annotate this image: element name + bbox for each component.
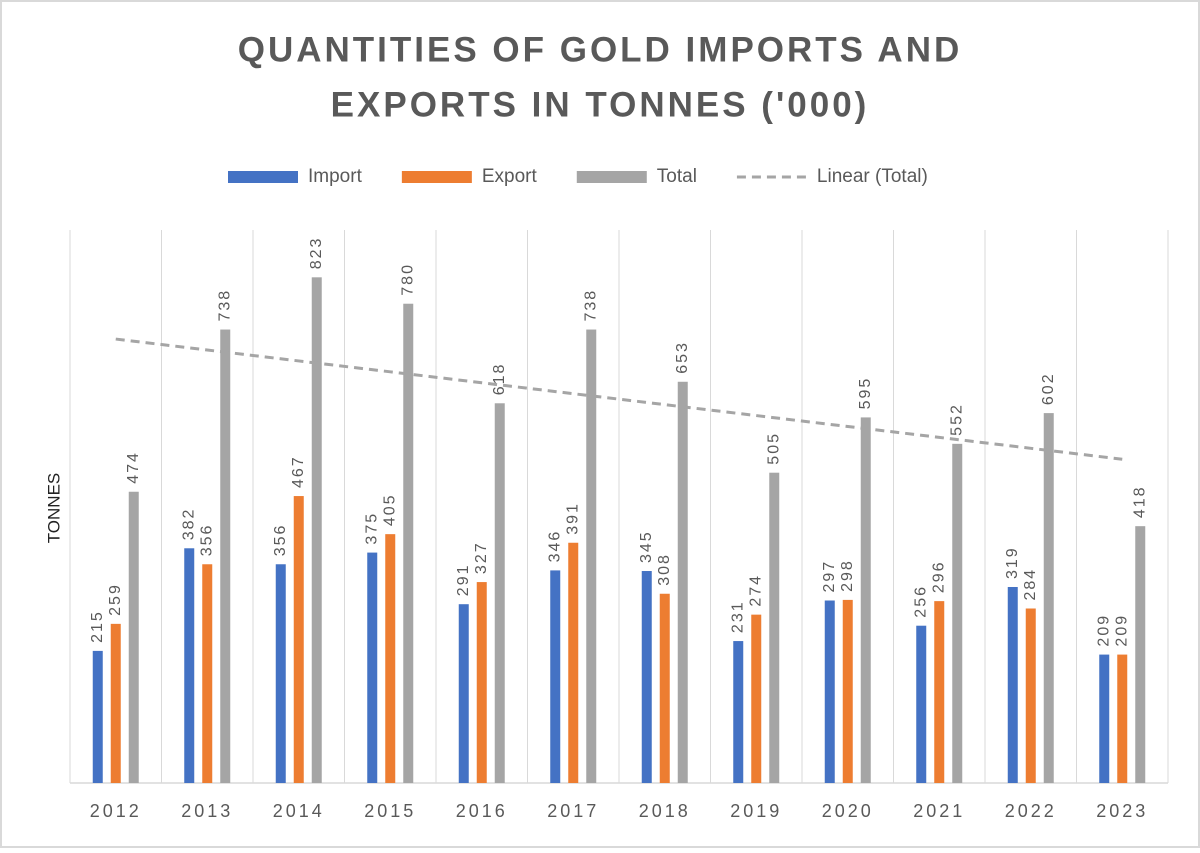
bar bbox=[220, 329, 231, 783]
data-label: 738 bbox=[216, 289, 233, 322]
x-tick-label: 2016 bbox=[456, 801, 508, 821]
data-label: 215 bbox=[89, 610, 106, 643]
data-label: 467 bbox=[290, 455, 307, 488]
data-label: 327 bbox=[473, 541, 490, 574]
data-label: 618 bbox=[491, 363, 508, 396]
data-label: 356 bbox=[198, 524, 215, 557]
bar bbox=[550, 570, 561, 783]
data-label: 296 bbox=[930, 560, 947, 593]
bar bbox=[184, 548, 195, 783]
bar bbox=[1007, 586, 1018, 783]
data-label: 345 bbox=[638, 530, 655, 563]
legend-swatch bbox=[576, 171, 647, 183]
bar bbox=[458, 604, 469, 783]
x-tick-label: 2013 bbox=[181, 801, 233, 821]
trendline bbox=[115, 337, 1123, 461]
bar bbox=[751, 614, 762, 783]
data-label: 274 bbox=[747, 574, 764, 607]
x-tick-label: 2020 bbox=[822, 801, 874, 821]
bar bbox=[110, 623, 121, 783]
bar bbox=[934, 601, 945, 783]
data-label: 738 bbox=[582, 289, 599, 322]
bar bbox=[952, 443, 963, 783]
data-label: 780 bbox=[399, 263, 416, 296]
legend-label: Linear (Total) bbox=[817, 166, 928, 187]
data-label: 231 bbox=[729, 600, 746, 633]
x-tick-label: 2014 bbox=[273, 801, 325, 821]
x-tick-label: 2021 bbox=[913, 801, 965, 821]
data-label: 405 bbox=[381, 493, 398, 526]
data-label: 346 bbox=[546, 530, 563, 563]
x-tick-label: 2022 bbox=[1005, 801, 1057, 821]
chart-title: QUANTITIES OF GOLD IMPORTS AND bbox=[238, 30, 963, 69]
bar bbox=[311, 277, 322, 783]
legend-swatch bbox=[228, 171, 298, 183]
x-tick-label: 2019 bbox=[730, 801, 782, 821]
data-label: 256 bbox=[912, 585, 929, 618]
x-tick-label: 2017 bbox=[547, 801, 599, 821]
bar bbox=[641, 571, 652, 783]
bar bbox=[769, 472, 780, 783]
bar bbox=[568, 542, 579, 783]
x-tick-label: 2023 bbox=[1096, 801, 1148, 821]
data-label: 291 bbox=[455, 563, 472, 596]
bar bbox=[275, 564, 286, 783]
legend-swatch bbox=[401, 171, 472, 183]
data-label: 505 bbox=[765, 432, 782, 465]
data-label: 284 bbox=[1022, 568, 1039, 601]
bar bbox=[293, 496, 304, 783]
bar bbox=[1135, 526, 1146, 783]
data-label: 391 bbox=[564, 502, 581, 535]
bar bbox=[92, 650, 103, 783]
bar bbox=[733, 641, 744, 783]
data-label: 297 bbox=[821, 560, 838, 593]
data-label: 602 bbox=[1040, 372, 1057, 405]
data-label: 209 bbox=[1113, 614, 1130, 647]
bar bbox=[367, 552, 378, 783]
data-label: 382 bbox=[180, 508, 197, 541]
data-label: 209 bbox=[1095, 614, 1112, 647]
data-label: 552 bbox=[948, 403, 965, 436]
data-label: 823 bbox=[308, 237, 325, 270]
bar bbox=[1117, 654, 1128, 783]
data-label: 474 bbox=[125, 451, 142, 484]
bar bbox=[1099, 654, 1110, 783]
data-label: 308 bbox=[656, 553, 673, 586]
legend-label: Total bbox=[657, 166, 697, 187]
bar bbox=[494, 403, 505, 783]
bar bbox=[916, 625, 927, 783]
bar bbox=[403, 303, 414, 783]
bar bbox=[677, 381, 688, 783]
bar bbox=[128, 491, 139, 783]
bar bbox=[586, 329, 597, 783]
data-label: 259 bbox=[107, 583, 124, 616]
data-label: 595 bbox=[857, 377, 874, 410]
legend-label: Import bbox=[308, 166, 363, 187]
data-label: 356 bbox=[272, 524, 289, 557]
data-label: 375 bbox=[363, 512, 380, 545]
x-tick-label: 2012 bbox=[90, 801, 142, 821]
data-label: 319 bbox=[1004, 546, 1021, 579]
bar bbox=[842, 599, 853, 783]
data-label: 418 bbox=[1131, 485, 1148, 518]
x-tick-label: 2015 bbox=[364, 801, 416, 821]
chart-title: EXPORTS IN TONNES ('000) bbox=[331, 85, 870, 124]
bar bbox=[1043, 413, 1054, 783]
bar bbox=[659, 593, 670, 783]
y-axis-label: TONNES bbox=[44, 473, 63, 544]
x-tick-label: 2018 bbox=[639, 801, 691, 821]
bar bbox=[860, 417, 871, 783]
bar bbox=[476, 582, 487, 783]
legend-label: Export bbox=[482, 166, 538, 187]
data-label: 298 bbox=[839, 559, 856, 592]
bar bbox=[385, 534, 396, 783]
bar bbox=[1025, 608, 1036, 783]
bar bbox=[824, 600, 835, 783]
data-label: 653 bbox=[674, 341, 691, 374]
bar bbox=[202, 564, 213, 783]
